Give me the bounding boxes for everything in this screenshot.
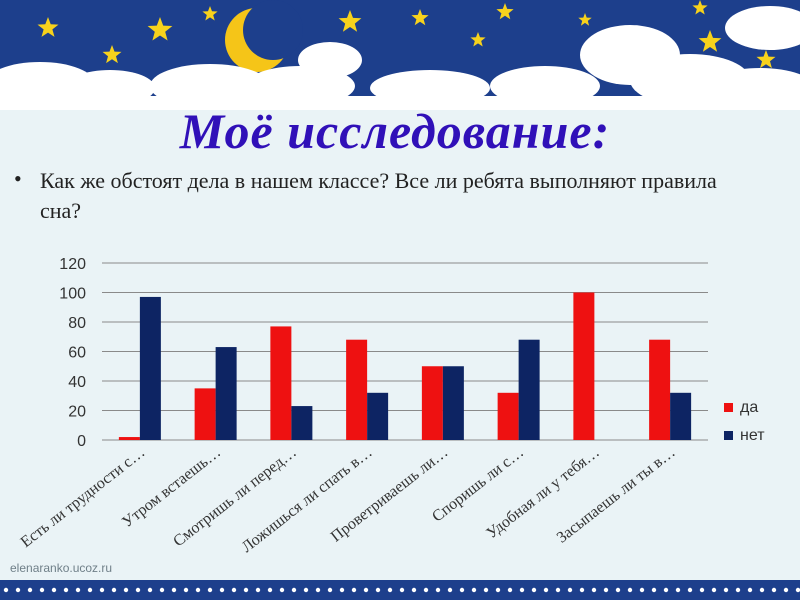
slide-title: Моё исследование: bbox=[179, 103, 611, 159]
bar-da bbox=[497, 392, 519, 440]
star-icon bbox=[202, 6, 218, 21]
x-category-label: Ложишься ли спать в… bbox=[239, 444, 376, 556]
bar-net bbox=[291, 406, 313, 440]
bar-net bbox=[367, 392, 389, 440]
bar-da bbox=[194, 388, 216, 440]
bar-da bbox=[118, 437, 140, 440]
star-icon bbox=[578, 13, 592, 26]
star-icon bbox=[470, 32, 486, 47]
night-sky-banner bbox=[0, 0, 800, 110]
y-tick-label: 0 bbox=[77, 433, 86, 450]
y-tick-label: 40 bbox=[68, 374, 86, 391]
star-icon bbox=[496, 3, 514, 20]
bar-da bbox=[573, 292, 595, 440]
star-icon bbox=[692, 0, 708, 15]
x-category-label: Смотришь ли перед… bbox=[170, 444, 300, 550]
y-tick-label: 80 bbox=[68, 315, 86, 332]
legend-swatch bbox=[724, 403, 733, 412]
stars-decor bbox=[37, 0, 776, 69]
bar-net bbox=[442, 366, 464, 440]
star-icon bbox=[37, 17, 59, 37]
watermark: elenaranko.ucoz.ru bbox=[10, 561, 113, 575]
y-tick-label: 120 bbox=[59, 256, 86, 273]
star-icon bbox=[756, 50, 776, 69]
x-category-label: Есть ли трудности с… bbox=[18, 444, 149, 551]
moon-icon bbox=[225, 0, 303, 72]
star-icon bbox=[411, 9, 429, 26]
y-tick-label: 100 bbox=[59, 286, 86, 303]
bar-da bbox=[649, 339, 671, 440]
bullet-text: Как же обстоят дела в нашем классе? Все … bbox=[40, 168, 717, 223]
star-icon bbox=[698, 30, 722, 52]
bar-da bbox=[421, 366, 443, 440]
star-icon bbox=[338, 10, 362, 32]
y-tick-label: 60 bbox=[68, 345, 86, 362]
bar-da bbox=[270, 326, 292, 440]
star-icon bbox=[102, 45, 122, 64]
legend-label: нет bbox=[740, 427, 765, 444]
bar-net bbox=[518, 339, 540, 440]
legend-swatch bbox=[724, 431, 733, 440]
bar-da bbox=[346, 339, 368, 440]
y-tick-label: 20 bbox=[68, 404, 86, 421]
footer-band bbox=[0, 580, 800, 600]
star-icon bbox=[147, 17, 173, 41]
bar-net bbox=[139, 296, 161, 440]
legend-label: да bbox=[740, 399, 758, 416]
bar-net bbox=[670, 392, 692, 440]
bar-net bbox=[215, 347, 237, 440]
bullet-marker: • bbox=[14, 166, 22, 191]
